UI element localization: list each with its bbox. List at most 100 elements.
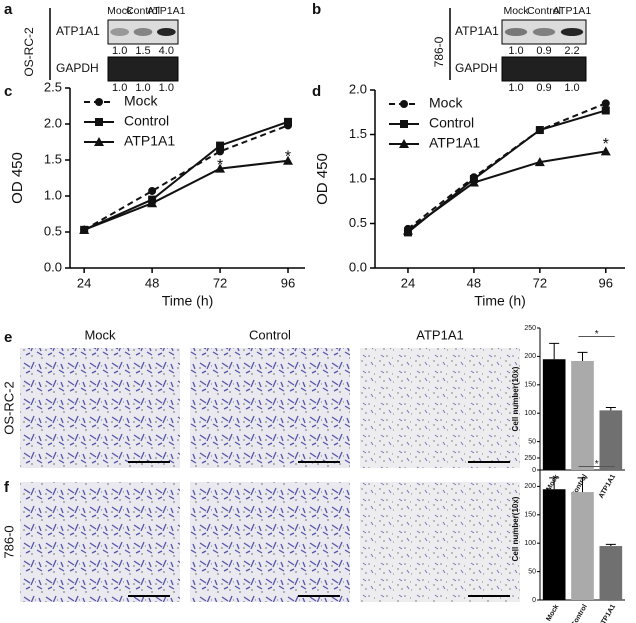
- micrograph: [190, 482, 350, 602]
- lane-label: ATP1A1: [553, 5, 591, 17]
- error-bar: [549, 477, 560, 490]
- y-tick-label: 100: [524, 410, 536, 417]
- marker: [215, 163, 226, 173]
- bar: [542, 359, 566, 470]
- marker: [284, 117, 293, 126]
- quant-label: 1.0: [508, 45, 523, 57]
- series-line: [83, 124, 289, 231]
- micrograph: [20, 348, 180, 468]
- y-axis-label: Cell number(10x): [511, 496, 520, 561]
- y-axis-label: Cell number(10x): [511, 366, 520, 431]
- marker: [95, 118, 103, 126]
- micrograph: [360, 482, 520, 602]
- y-axis-label: OD 450: [314, 153, 331, 205]
- panel-label: d: [312, 83, 321, 100]
- micrograph: [360, 348, 520, 468]
- y-tick-label: 1.0: [349, 170, 367, 185]
- error-bar: [577, 351, 588, 361]
- marker: [402, 225, 413, 235]
- legend-label: ATP1A1: [124, 133, 175, 149]
- band: [532, 28, 556, 36]
- marker: [283, 155, 294, 165]
- panel-label: f: [4, 479, 10, 496]
- y-tick-label: 0.0: [44, 259, 62, 274]
- marker: [399, 139, 409, 148]
- column-label: Mock: [84, 327, 116, 342]
- quant-label: 1.0: [112, 45, 127, 57]
- micrograph: [190, 348, 350, 468]
- band: [110, 28, 129, 36]
- band: [157, 28, 176, 36]
- series-line: [83, 120, 289, 231]
- cell-line-label: 786-0: [432, 36, 446, 67]
- quant-label: 1.0: [135, 82, 150, 94]
- marker: [468, 177, 479, 187]
- quant-label: 0.9: [536, 82, 551, 94]
- y-tick-label: 100: [524, 540, 536, 547]
- x-tick-label: 48: [467, 275, 481, 290]
- y-tick-label: 0: [532, 597, 536, 604]
- quant-label: 4.0: [159, 45, 174, 57]
- bar: [599, 546, 623, 600]
- lane-label: ATP1A1: [147, 5, 185, 17]
- quant-label: 1.0: [508, 82, 523, 94]
- marker: [147, 198, 158, 208]
- y-tick-label: 1.5: [44, 151, 62, 166]
- annotation: *: [595, 329, 599, 340]
- y-tick-label: 250: [524, 325, 536, 332]
- x-tick-label: 48: [145, 275, 159, 290]
- row-label: 786-0: [1, 525, 16, 558]
- marker: [95, 98, 103, 106]
- protein-label: GAPDH: [56, 61, 99, 75]
- y-tick-label: 150: [524, 382, 536, 389]
- y-tick-label: 2.0: [44, 115, 62, 130]
- x-axis-label: Time (h): [474, 293, 526, 309]
- marker: [400, 100, 408, 108]
- error-bar: [605, 407, 616, 411]
- band: [133, 28, 153, 36]
- y-tick-label: 0.5: [44, 223, 62, 238]
- marker: [400, 120, 408, 128]
- protein-label: GAPDH: [455, 61, 498, 75]
- y-tick-label: 50: [528, 438, 536, 445]
- y-axis-label: OD 450: [9, 152, 26, 204]
- bar: [571, 492, 594, 600]
- y-tick-label: 0.0: [349, 259, 367, 274]
- protein-label: ATP1A1: [455, 24, 499, 38]
- bar: [571, 360, 594, 470]
- quant-label: 1.5: [135, 45, 150, 57]
- y-tick-label: 2.5: [44, 79, 62, 94]
- x-tick-label: 24: [77, 275, 91, 290]
- panel-label: e: [4, 329, 12, 346]
- y-tick-label: 200: [524, 353, 536, 360]
- x-tick-label: ATP1A1: [598, 603, 617, 623]
- legend-label: ATP1A1: [429, 135, 480, 151]
- y-tick-label: 1.5: [349, 126, 367, 141]
- y-tick-label: 0.5: [349, 215, 367, 230]
- panel-label: c: [4, 83, 12, 100]
- x-tick-label: 96: [599, 275, 613, 290]
- row-label: OS-RC-2: [1, 381, 16, 434]
- x-axis-label: Time (h): [162, 293, 214, 309]
- legend-label: Control: [124, 113, 169, 129]
- x-tick-label: 96: [281, 275, 295, 290]
- marker: [216, 141, 225, 150]
- marker: [148, 186, 157, 195]
- y-tick-label: 250: [524, 455, 536, 462]
- protein-label: ATP1A1: [56, 24, 100, 38]
- annotation: *: [603, 136, 609, 153]
- marker: [601, 99, 610, 108]
- y-tick-label: 50: [528, 568, 536, 575]
- lane-label: Control: [527, 5, 561, 17]
- band: [560, 28, 584, 36]
- x-tick-label: 24: [401, 275, 415, 290]
- panel-label: b: [312, 1, 321, 18]
- annotation: *: [217, 157, 223, 174]
- x-tick-label: Mock: [545, 603, 560, 622]
- blot-image: [107, 56, 179, 82]
- quant-label: 1.0: [564, 82, 579, 94]
- marker: [534, 157, 545, 167]
- error-bar: [605, 543, 616, 547]
- x-tick-label: Control: [570, 603, 589, 623]
